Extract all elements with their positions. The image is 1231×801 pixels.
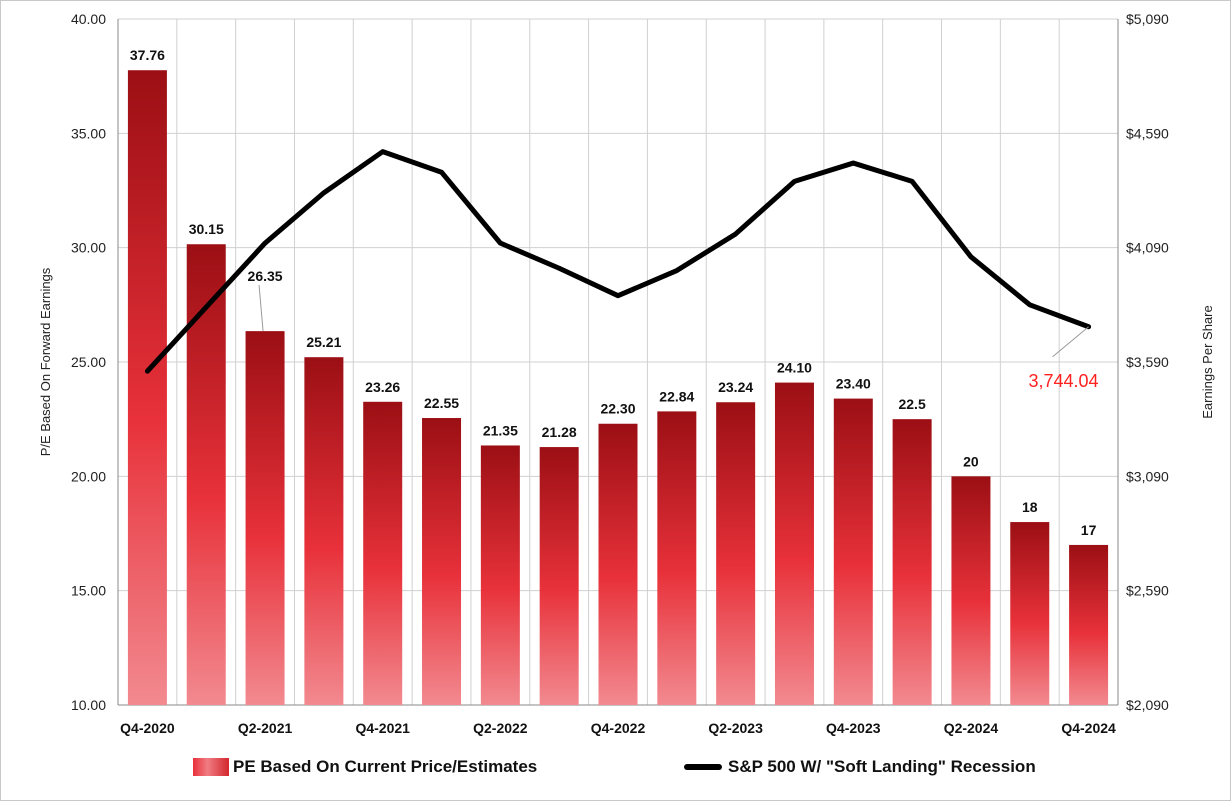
bar <box>480 445 520 705</box>
bar <box>304 357 344 705</box>
bar <box>1010 522 1050 705</box>
y-tick-label: 15.00 <box>71 583 106 599</box>
bar-data-label: 23.24 <box>718 379 753 395</box>
bar <box>245 331 285 705</box>
bar-data-label: 22.84 <box>659 388 694 404</box>
y-tick-label: 35.00 <box>71 125 106 141</box>
bar-data-label: 37.76 <box>130 47 165 63</box>
bar-data-label: 23.26 <box>365 379 400 395</box>
bar <box>892 419 932 705</box>
y2-axis-title: Earnings Per Share <box>1200 305 1215 418</box>
bar-data-label: 30.15 <box>189 221 224 237</box>
bar <box>127 70 167 706</box>
y2-tick-label: $3,090 <box>1126 468 1169 484</box>
x-tick-label: Q4-2020 <box>120 720 175 736</box>
x-tick-label: Q4-2022 <box>591 720 646 736</box>
y2-tick-label: $4,590 <box>1126 125 1169 141</box>
bar-data-label: 17 <box>1081 522 1097 538</box>
x-tick-label: Q2-2023 <box>708 720 763 736</box>
legend: PE Based On Current Price/Estimates S&P … <box>0 757 1231 783</box>
bar <box>422 418 462 705</box>
bar-data-label: 22.5 <box>898 396 925 412</box>
y-tick-label: 20.00 <box>71 468 106 484</box>
bar-data-label: 26.35 <box>248 268 283 284</box>
sp500-line <box>144 149 1092 374</box>
bar <box>1069 544 1109 705</box>
bar-data-label: 24.10 <box>777 360 812 376</box>
y2-tick-label: $4,090 <box>1126 240 1169 256</box>
bar <box>716 402 756 705</box>
y2-tick-label: $2,590 <box>1126 583 1169 599</box>
x-tick-label: Q4-2024 <box>1061 720 1116 736</box>
x-tick-label: Q4-2023 <box>826 720 881 736</box>
bar <box>186 244 226 705</box>
bar <box>657 411 697 705</box>
bar <box>951 476 991 705</box>
x-tick-label: Q2-2024 <box>944 720 999 736</box>
x-tick-label: Q2-2022 <box>473 720 528 736</box>
x-tick-label: Q2-2021 <box>238 720 293 736</box>
y-tick-label: 30.00 <box>71 240 106 256</box>
x-tick-label: Q4-2021 <box>355 720 410 736</box>
bar-data-label: 21.28 <box>542 424 577 440</box>
bar <box>539 447 579 705</box>
bar <box>833 398 873 705</box>
sp500-end-label: 3,744.04 <box>1029 371 1099 391</box>
bar-data-label: 23.40 <box>836 376 871 392</box>
y-axis-title: P/E Based On Forward Earnings <box>38 267 53 456</box>
legend-label-sp500: S&P 500 W/ "Soft Landing" Recession <box>728 757 1036 776</box>
bar <box>363 401 403 705</box>
bar-data-label: 25.21 <box>306 334 341 350</box>
legend-label-pe: PE Based On Current Price/Estimates <box>233 757 538 776</box>
y-tick-label: 40.00 <box>71 11 106 27</box>
bar-data-label: 22.55 <box>424 395 459 411</box>
y2-tick-label: $2,090 <box>1126 697 1169 713</box>
bar-data-label: 20 <box>963 453 979 469</box>
bar-data-label: 18 <box>1022 499 1038 515</box>
legend-swatch-line <box>684 764 722 770</box>
y-tick-label: 25.00 <box>71 354 106 370</box>
callout-leader-line <box>1052 326 1089 358</box>
legend-item-pe: PE Based On Current Price/Estimates <box>193 757 537 777</box>
legend-item-sp500: S&P 500 W/ "Soft Landing" Recession <box>684 757 1036 777</box>
bar-data-label: 21.35 <box>483 422 518 438</box>
bar <box>774 382 814 705</box>
y-tick-label: 10.00 <box>71 697 106 713</box>
bar-data-label: 22.30 <box>600 401 635 417</box>
bar <box>598 423 638 705</box>
y2-tick-label: $3,590 <box>1126 354 1169 370</box>
legend-swatch-bar <box>193 758 229 776</box>
label-leader-line <box>258 285 264 332</box>
y2-tick-label: $5,090 <box>1126 11 1169 27</box>
